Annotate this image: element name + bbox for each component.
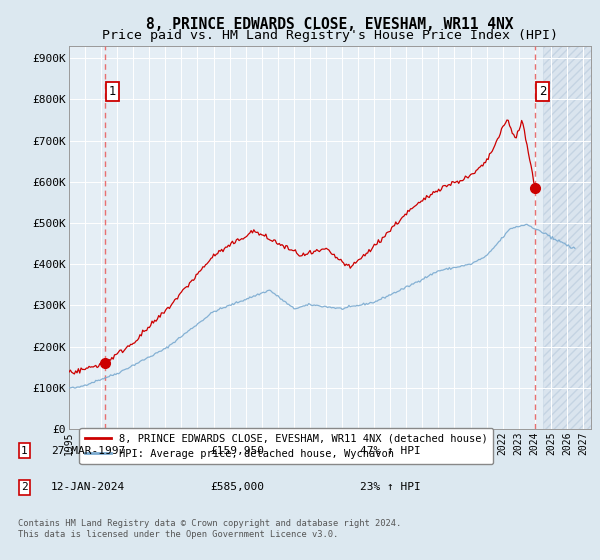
Text: £159,950: £159,950 (210, 446, 264, 456)
Text: Price paid vs. HM Land Registry's House Price Index (HPI): Price paid vs. HM Land Registry's House … (102, 29, 558, 42)
Text: £585,000: £585,000 (210, 482, 264, 492)
Text: 2: 2 (539, 85, 546, 99)
Text: 12-JAN-2024: 12-JAN-2024 (51, 482, 125, 492)
Text: 27-MAR-1997: 27-MAR-1997 (51, 446, 125, 456)
Text: 23% ↑ HPI: 23% ↑ HPI (360, 482, 421, 492)
Legend: 8, PRINCE EDWARDS CLOSE, EVESHAM, WR11 4NX (detached house), HPI: Average price,: 8, PRINCE EDWARDS CLOSE, EVESHAM, WR11 4… (79, 428, 493, 464)
Text: 1: 1 (109, 85, 116, 99)
Text: 1: 1 (21, 446, 28, 456)
Text: 8, PRINCE EDWARDS CLOSE, EVESHAM, WR11 4NX: 8, PRINCE EDWARDS CLOSE, EVESHAM, WR11 4… (146, 17, 514, 32)
Bar (543, 46, 591, 429)
Text: 47% ↑ HPI: 47% ↑ HPI (360, 446, 421, 456)
Text: Contains HM Land Registry data © Crown copyright and database right 2024.
This d: Contains HM Land Registry data © Crown c… (18, 520, 401, 539)
Text: 2: 2 (21, 482, 28, 492)
